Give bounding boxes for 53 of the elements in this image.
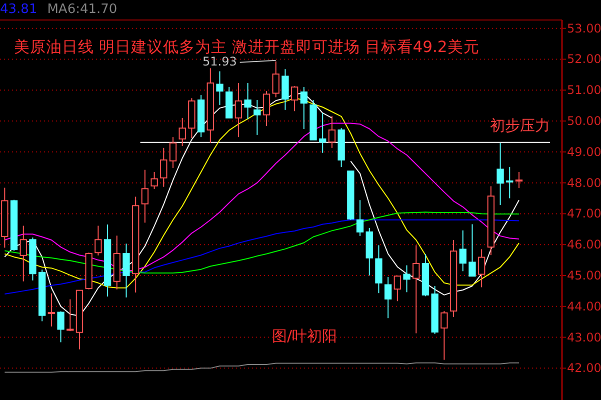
candlestick bbox=[506, 166, 514, 199]
candlestick bbox=[450, 239, 458, 318]
candlestick bbox=[412, 244, 420, 334]
y-tick-label: 48.00 bbox=[567, 176, 601, 190]
y-tick-label: 44.00 bbox=[567, 299, 601, 314]
line-series bbox=[4, 219, 520, 295]
candlestick bbox=[1, 187, 8, 248]
text: 43.81 bbox=[0, 2, 38, 17]
candlestick bbox=[48, 292, 56, 327]
y-tick-label: 43.00 bbox=[567, 330, 601, 344]
candlestick bbox=[141, 169, 149, 224]
y-tick-label: 52.00 bbox=[567, 52, 601, 66]
candlestick bbox=[160, 147, 168, 188]
y-tick-label: 53.00 bbox=[567, 21, 601, 36]
candlestick bbox=[104, 224, 112, 298]
candlestick bbox=[244, 82, 252, 120]
candlestick bbox=[403, 264, 410, 293]
candlestick bbox=[113, 235, 120, 290]
candlestick bbox=[178, 117, 186, 147]
y-tick-label: 45.00 bbox=[567, 268, 601, 282]
candlestick bbox=[496, 142, 504, 206]
text: MA6:41.70 bbox=[47, 2, 118, 17]
candlestick bbox=[20, 225, 27, 282]
candlestick bbox=[216, 70, 224, 106]
candlestick bbox=[487, 186, 495, 256]
text: 美原油日线 明日建议低多为主 激进开盘即可进场 目标看49.2美元 bbox=[14, 38, 480, 56]
y-tick-label: 47.00 bbox=[567, 206, 601, 221]
candlestick bbox=[188, 98, 196, 139]
candlestick bbox=[459, 230, 466, 272]
candlestick bbox=[234, 82, 242, 138]
y-tick-label: 50.00 bbox=[567, 114, 601, 128]
candlestick bbox=[122, 243, 130, 298]
line-series bbox=[4, 362, 520, 373]
ref-line-label: 初步压力 bbox=[490, 116, 550, 134]
candlestick bbox=[478, 248, 486, 288]
candlestick bbox=[206, 68, 214, 144]
candlestick bbox=[300, 86, 308, 130]
candlestick bbox=[328, 116, 336, 148]
candlestick bbox=[515, 172, 523, 189]
annotation: 51.93 bbox=[202, 54, 237, 68]
annotation: 图/叶初阳 bbox=[272, 327, 338, 345]
y-tick-label: 49.00 bbox=[567, 144, 601, 159]
candlestick bbox=[384, 276, 392, 319]
candlestick bbox=[282, 68, 289, 110]
candlestick bbox=[319, 112, 326, 154]
candlestick bbox=[375, 244, 382, 294]
y-tick-label: 42.00 bbox=[567, 361, 601, 376]
candlestick bbox=[94, 225, 102, 256]
candlestick bbox=[169, 136, 177, 168]
y-tick-label: 46.00 bbox=[567, 238, 601, 252]
candlestick bbox=[254, 100, 261, 136]
y-tick-label: 51.00 bbox=[567, 83, 601, 98]
candlestick bbox=[132, 196, 140, 293]
